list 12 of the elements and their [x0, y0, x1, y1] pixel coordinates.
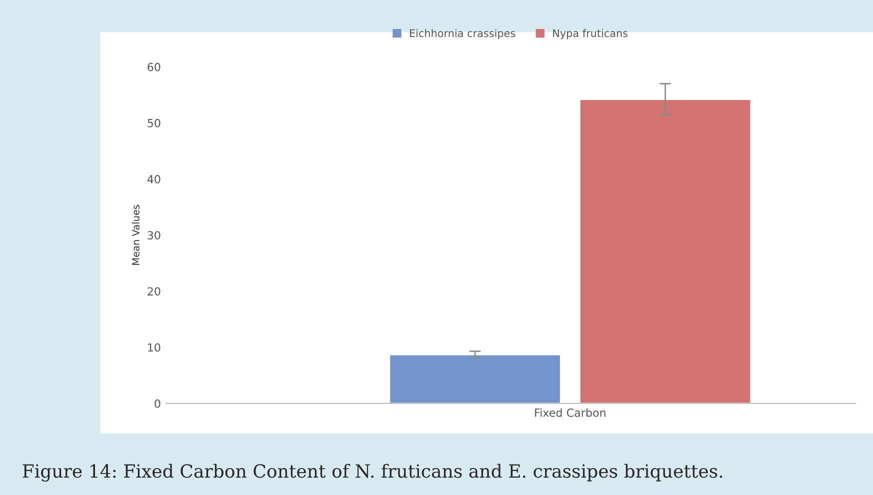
y-tick-label: 10 [148, 343, 160, 352]
x-tick-label: Fixed Carbon [535, 408, 606, 417]
y-tick-label: 20 [148, 287, 160, 296]
y-tick-label: 30 [148, 231, 160, 240]
y-tick-label: 60 [148, 62, 160, 72]
y-tick-label: 0 [154, 399, 160, 408]
y-tick-label: 50 [148, 118, 160, 128]
caption: Figure 14: Fixed Carbon Content of N. fruticans and E. crassipes briquettes. [22, 464, 722, 482]
y-tick-label: 40 [147, 175, 160, 184]
legend-label: Nypa fruticans [553, 29, 628, 40]
y-axis-title: Mean Values [132, 204, 140, 265]
legend-label: Eichhornia crassipes [410, 29, 516, 40]
